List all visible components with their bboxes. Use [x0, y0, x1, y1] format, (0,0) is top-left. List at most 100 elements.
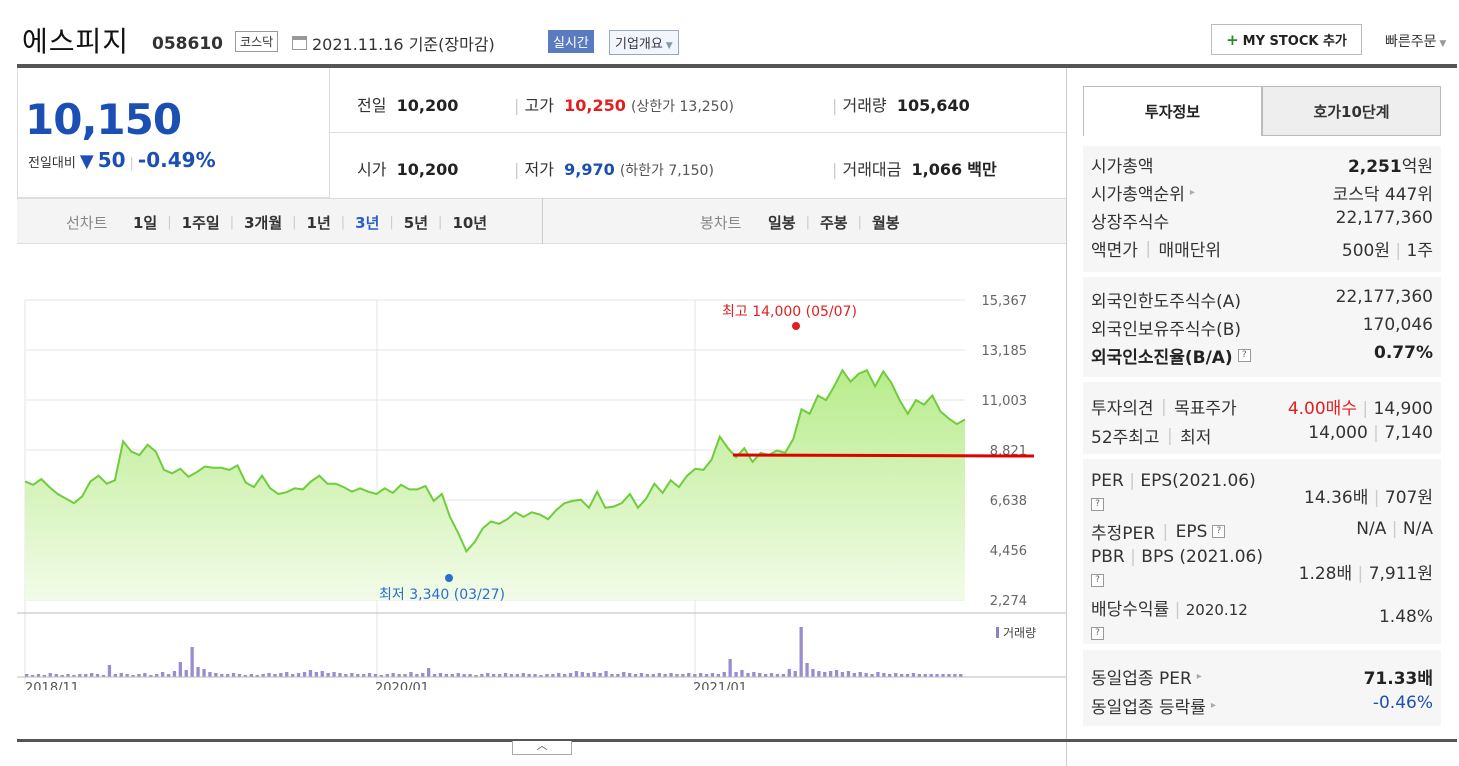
trade-amount: | 거래대금 1,066 백만 — [832, 160, 997, 179]
volume-bar — [752, 672, 756, 677]
volume-bar — [557, 673, 561, 677]
candle-tabs: 일봉 | 주봉 | 월봉 — [768, 214, 900, 232]
help-icon[interactable]: ? — [1237, 349, 1251, 362]
volume-bar — [427, 668, 431, 677]
volume-bar — [409, 672, 413, 677]
collapse-button[interactable]: ︿ — [512, 740, 572, 755]
volume-bar — [267, 673, 271, 677]
volume-bar — [444, 674, 448, 677]
quick-order-button[interactable]: 빠른주문 ▼ — [1385, 31, 1446, 51]
help-icon[interactable]: ? — [1091, 498, 1104, 511]
volume-bar — [190, 647, 194, 677]
period-tab[interactable]: 1일 — [133, 214, 158, 232]
volume-bar — [385, 674, 389, 677]
volume-bar — [143, 673, 147, 677]
volume-bar — [119, 673, 123, 677]
volume-bar — [66, 674, 70, 677]
price-line — [24, 368, 966, 554]
period-tab[interactable]: 1주일 — [181, 214, 220, 232]
candle-tab[interactable]: 월봉 — [872, 214, 900, 232]
volume-bar — [622, 672, 626, 677]
volume-bar — [894, 673, 898, 677]
volume-bar — [30, 675, 35, 677]
my-stock-add-button[interactable]: + MY STOCK 추가 — [1211, 24, 1362, 55]
volume-bar — [829, 671, 833, 677]
volume-bar — [432, 674, 437, 677]
volume-bar — [456, 673, 460, 677]
tab-invest-info[interactable]: 투자정보 — [1083, 86, 1262, 136]
volume-bar — [935, 674, 939, 677]
min-marker — [445, 574, 453, 582]
help-icon[interactable]: ? — [1212, 525, 1226, 538]
volume-bar — [320, 671, 324, 677]
volume-bar — [60, 675, 64, 677]
volume-bar — [574, 671, 579, 677]
volume-bar — [486, 673, 490, 677]
volume-bar — [639, 673, 644, 677]
volume-bar — [858, 672, 862, 677]
base-date: 2021.11.16 기준(장마감) — [292, 31, 495, 55]
volume-bar — [279, 673, 283, 677]
price-area — [25, 370, 965, 600]
company-info-button[interactable]: 기업개요 ▼ — [609, 30, 679, 55]
volume-bar — [42, 675, 46, 677]
volume-bar — [693, 674, 697, 677]
volume-bar — [539, 675, 543, 677]
stock-code: 058610 — [152, 34, 223, 54]
volume-bar — [367, 673, 372, 677]
volume-bar — [249, 674, 253, 677]
market-cap-section: 시가총액 2,251억원 시가총액순위 ▸ 코스닥 447위 상장주식수 22,177,… — [1083, 146, 1441, 272]
period-tab[interactable]: 1년 — [306, 214, 331, 232]
volume-bar — [350, 673, 354, 677]
period-tab[interactable]: 3년 — [355, 214, 380, 232]
volume-legend-swatch — [996, 627, 999, 638]
period-tabs: 1일 | 1주일 | 3개월 | 1년 | 3년 | 5년 | 10년 — [133, 214, 488, 232]
volume-bar — [645, 674, 650, 677]
y-tick-label: 11,003 — [982, 394, 1028, 409]
volume-bar — [90, 673, 94, 677]
period-tab[interactable]: 3개월 — [244, 214, 283, 232]
volume-bar — [876, 672, 880, 677]
volume-bar — [202, 669, 206, 677]
volume-bar — [846, 671, 851, 677]
volume-bar — [291, 674, 295, 677]
quick-order-label: 빠른주문 — [1385, 34, 1437, 50]
candle-tab[interactable]: 주봉 — [820, 214, 848, 232]
max-marker — [792, 322, 800, 330]
period-bar — [17, 198, 1066, 244]
period-tab[interactable]: 10년 — [452, 214, 488, 232]
help-icon[interactable]: ? — [1091, 627, 1104, 640]
volume-bar — [161, 672, 165, 677]
my-stock-label: MY STOCK 추가 — [1242, 34, 1347, 49]
market-badge: 코스닥 — [235, 31, 279, 52]
volume-bar — [415, 674, 419, 677]
candle-tab[interactable]: 일봉 — [768, 214, 796, 232]
realtime-button[interactable]: 실시간 — [548, 30, 594, 53]
volume-bar — [379, 675, 383, 677]
company-info-label: 기업개요 — [615, 37, 663, 52]
volume-bar — [474, 675, 478, 677]
volume-bar — [941, 674, 945, 677]
volume-bar — [84, 674, 88, 677]
help-icon[interactable]: ? — [1091, 574, 1104, 587]
volume-bar — [498, 674, 502, 677]
volume-bar — [870, 674, 874, 677]
volume-bar — [598, 673, 602, 677]
volume-bar — [722, 672, 726, 677]
volume-bar — [107, 665, 112, 677]
volume-bar — [178, 662, 182, 677]
high-price: | 고가 10,250 (상한가 13,250) — [514, 96, 734, 115]
volume-bar — [421, 673, 425, 677]
volume-bar — [805, 663, 809, 677]
calendar-icon — [292, 36, 307, 50]
period-tab[interactable]: 5년 — [403, 214, 429, 232]
volume-bar — [261, 674, 265, 677]
volume-bar — [704, 674, 709, 677]
volume-bar — [101, 675, 106, 677]
volume-bar — [882, 673, 886, 677]
volume-bar — [728, 659, 732, 677]
tab-orderbook[interactable]: 호가10단계 — [1262, 86, 1441, 136]
valuation-section: PER | EPS(2021.06)? 14.36배 | 707원 추정PER |… — [1083, 459, 1441, 644]
volume-bar — [521, 673, 525, 677]
